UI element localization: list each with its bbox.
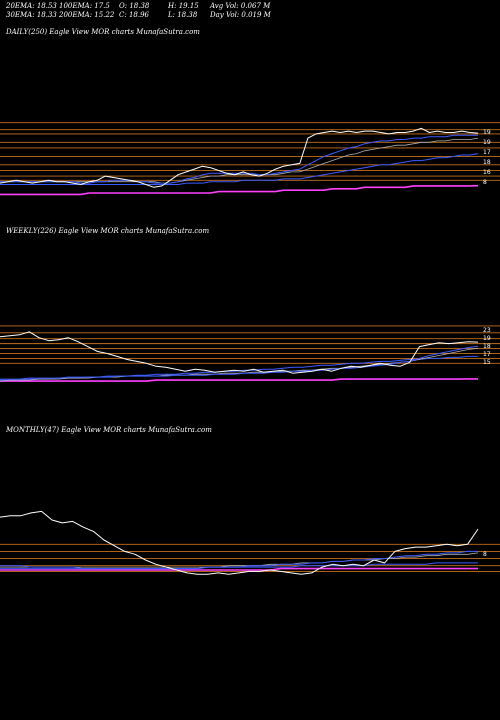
monthly-ema30-line — [0, 552, 479, 568]
weekly-ema100-line — [0, 355, 478, 381]
monthly-ema200-line — [0, 567, 478, 571]
stat-ema200: 200EMA: 15.22 — [59, 11, 115, 19]
daily-tick-label: 8 — [483, 179, 487, 186]
daily-close-line — [0, 127, 479, 188]
monthly-panel-title: MONTHLY(47) Eagle View MOR charts Munafa… — [6, 426, 212, 434]
stat-close: C: 18.96 — [119, 11, 149, 19]
daily-chart: 19 19 17 18 16 8 — [0, 122, 500, 196]
stats-row-1: 20EMA: 18.53 100EMA: 17.5 O: 18.38 H: 19… — [6, 2, 496, 11]
weekly-tick-label: 19 — [483, 335, 491, 342]
daily-ema200-line — [0, 184, 479, 196]
stats-row-2: 30EMA: 18.33 200EMA: 15.22 C: 18.96 L: 1… — [6, 11, 496, 20]
daily-panel-title: DAILY(250) Eagle View MOR charts MunafaS… — [6, 28, 200, 36]
monthly-tick-label: 8 — [483, 551, 487, 558]
weekly-ema200-line — [0, 378, 478, 382]
monthly-ema20-line — [0, 550, 478, 570]
stat-day-vol: Day Vol: 0.019 M — [210, 11, 271, 19]
daily-tick-label: 16 — [483, 169, 491, 176]
weekly-panel-title: WEEKLY(226) Eagle View MOR charts Munafa… — [6, 227, 210, 235]
stat-ema20: 20EMA: 18.53 — [6, 2, 57, 10]
stat-high: H: 19.15 — [168, 2, 199, 10]
stats-header: 20EMA: 18.53 100EMA: 17.5 O: 18.38 H: 19… — [6, 2, 496, 20]
daily-tick-label: 18 — [483, 159, 491, 166]
stat-low: L: 18.38 — [168, 11, 198, 19]
daily-tick-label: 17 — [483, 149, 491, 156]
weekly-tick-label: 15 — [483, 359, 491, 366]
daily-ema30-line — [0, 137, 479, 184]
daily-tick-label: 19 — [483, 139, 491, 146]
stat-avg-vol: Avg Vol: 0.067 M — [210, 2, 271, 10]
stat-ema30: 30EMA: 18.33 — [6, 11, 57, 19]
weekly-tick-label: 17 — [483, 351, 491, 358]
weekly-ema20-line — [0, 345, 479, 380]
weekly-close-line — [0, 331, 479, 374]
daily-tick-label: 19 — [483, 129, 491, 136]
stat-ema100: 100EMA: 17.5 — [59, 2, 110, 10]
monthly-chart: 8 — [0, 510, 500, 575]
stat-open: O: 18.38 — [119, 2, 150, 10]
weekly-tick-label: 18 — [483, 343, 491, 350]
weekly-tick-label: 23 — [483, 327, 491, 334]
monthly-close-line — [0, 510, 479, 575]
